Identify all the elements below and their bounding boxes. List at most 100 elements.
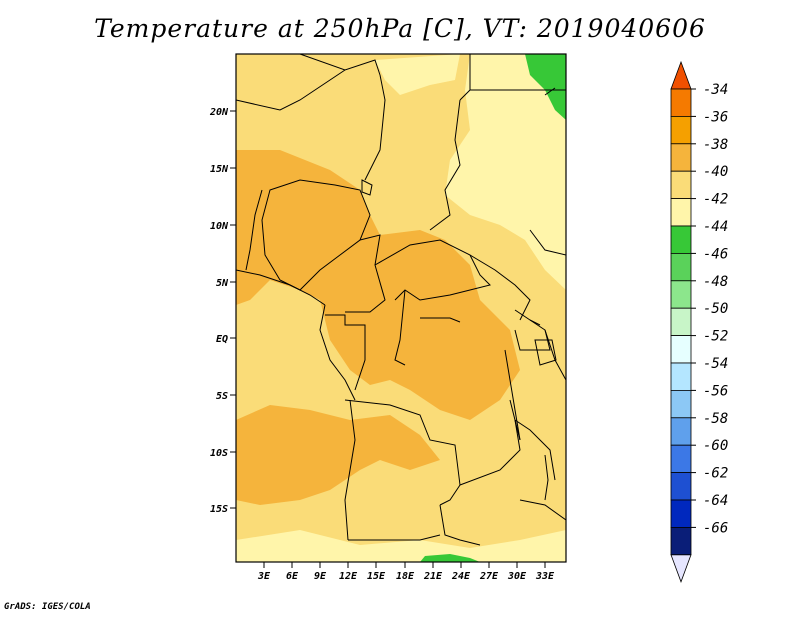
colorbar-swatch: [670, 280, 692, 309]
border-libya-sudan: [459, 54, 471, 101]
temperature-field: [236, 54, 566, 562]
border-ethiopia: [529, 229, 566, 256]
colorbar: -34 -36 -38 -40 -42 -44 -46 -48 -50 -52 -54 -56 -58 -…: [670, 60, 728, 583]
lat-label: EQ: [216, 334, 228, 345]
field-orange-southwest: [236, 405, 440, 505]
lon-label: 33E: [535, 571, 555, 582]
colorbar-label: -54: [703, 356, 728, 372]
border-south-sudan: [469, 254, 531, 321]
colorbar-swatch: [670, 116, 692, 145]
lake-malawi: [544, 454, 549, 501]
colorbar-swatch: [670, 143, 692, 172]
colorbar-swatch: [670, 389, 692, 419]
colorbar-swatch: [670, 335, 692, 364]
colorbar-label: -48: [703, 274, 728, 290]
lon-label: 15E: [367, 571, 386, 582]
colorbar-label: -58: [703, 411, 728, 427]
colorbar-swatch: [670, 472, 692, 501]
coast-gulf-guinea: [236, 269, 326, 306]
border-angola-zambia: [439, 504, 481, 546]
colorbar-label: -64: [703, 493, 728, 509]
lake-albert: [529, 319, 541, 326]
colorbar-label: -44: [703, 219, 728, 235]
colorbar-label: -52: [703, 329, 728, 345]
lake-kivu: [420, 317, 461, 323]
colorbar-swatch: [670, 198, 692, 227]
border-car: [374, 239, 491, 301]
country-borders: [236, 54, 566, 546]
colorbar-label: -66: [703, 520, 728, 536]
coast-central: [319, 304, 356, 401]
lon-label: 12E: [339, 571, 358, 582]
field-orange-center: [400, 290, 490, 380]
colorbar-swatch: [670, 499, 692, 528]
border-lakes-east: [504, 349, 521, 441]
colorbar-label: -34: [703, 82, 728, 98]
border-benin-togo: [245, 189, 263, 271]
field-green-northeast: [525, 54, 566, 120]
lat-label: 10S: [210, 448, 228, 459]
colorbar-label: -42: [703, 192, 728, 208]
lake-red-sea-coast: [544, 87, 556, 96]
colorbar-label: -60: [703, 438, 728, 454]
colorbar-label: -38: [703, 137, 728, 153]
colorbar-swatch: [670, 252, 692, 282]
lat-label: 10N: [210, 221, 229, 232]
lat-label: 5N: [216, 278, 229, 289]
border-cameroon: [345, 234, 386, 313]
colorbar-label: -50: [703, 301, 728, 317]
colorbar-swatch: [670, 88, 692, 117]
lon-label: 3E: [257, 571, 271, 582]
border-namibia: [348, 534, 441, 541]
colorbar-label: -56: [703, 383, 728, 399]
border-tanzania: [514, 419, 556, 481]
lon-label: 18E: [396, 571, 415, 582]
border-niger-chad: [364, 74, 386, 181]
border-drc-north: [394, 289, 406, 366]
colorbar-swatch: [670, 170, 692, 199]
lat-label: 15N: [210, 164, 229, 175]
border-uganda: [514, 309, 551, 351]
border-zambia-tanzania: [459, 419, 521, 486]
colorbar-swatch: [670, 527, 692, 556]
field-light-south: [236, 530, 566, 562]
lat-label: 15S: [210, 504, 228, 515]
colorbar-top-arrow: [670, 60, 692, 90]
border-mozambique: [519, 499, 566, 521]
border-libya-niger: [299, 54, 381, 76]
lon-label: 24E: [451, 571, 471, 582]
field-light-north: [375, 54, 460, 95]
field-green-south: [420, 554, 480, 562]
border-drc-angola: [344, 399, 461, 506]
border-gabon-congo: [325, 314, 366, 391]
map-frame: [235, 53, 567, 563]
colorbar-label: -40: [703, 164, 728, 180]
lon-label: 6E: [286, 571, 299, 582]
lake-tanganyika: [509, 399, 521, 441]
colorbar-swatch: [670, 307, 692, 337]
lon-labels: 3E 6E 9E 12E 15E 18E 21E 24E 27E 30E 33E: [257, 571, 555, 582]
colorbar-label: -62: [703, 466, 728, 482]
colorbar-label: -36: [703, 109, 728, 125]
border-chad-sudan: [429, 99, 461, 231]
lon-label: 9E: [314, 571, 327, 582]
lat-labels: 20N 15N 10N 5N EQ 5S 10S 15S: [209, 107, 229, 515]
lon-label: 27E: [479, 571, 499, 582]
border-angola-coast: [344, 399, 356, 541]
lake-chad: [361, 179, 373, 196]
lon-label: 30E: [507, 571, 527, 582]
lat-ticks: [230, 110, 236, 509]
colorbar-swatch: [670, 225, 692, 254]
lake-victoria: [534, 339, 557, 366]
border-mali-niger: [236, 69, 346, 111]
colorbar-swatch: [670, 444, 692, 474]
colorbar-bottom-arrow: [670, 554, 692, 583]
field-light-northeast: [445, 54, 566, 290]
chart-title: Temperature at 250hPa [C], VT: 201904060…: [94, 14, 706, 43]
lon-label: 21E: [423, 571, 443, 582]
colorbar-swatch: [670, 362, 692, 391]
lon-ticks: [263, 562, 546, 568]
border-nigeria: [261, 179, 371, 291]
colorbar-label: -46: [703, 246, 728, 262]
